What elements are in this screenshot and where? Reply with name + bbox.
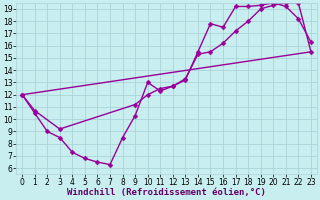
X-axis label: Windchill (Refroidissement éolien,°C): Windchill (Refroidissement éolien,°C) — [67, 188, 266, 197]
